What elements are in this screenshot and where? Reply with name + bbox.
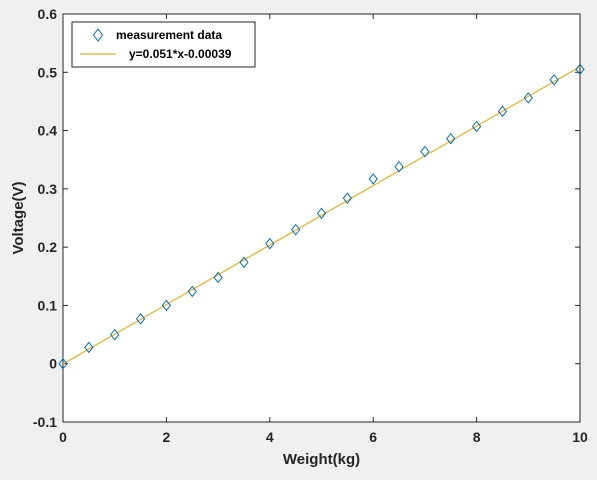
axis-ticks xyxy=(62,13,581,423)
y-tick-label: -0.1 xyxy=(33,414,57,430)
y-tick-label: 0.4 xyxy=(38,123,58,139)
data-point xyxy=(368,173,378,185)
y-tick-label: 0.6 xyxy=(38,6,58,22)
data-point xyxy=(239,256,249,269)
x-tick-label: 10 xyxy=(572,429,588,445)
y-tick-label: 0.3 xyxy=(38,181,58,197)
data-point xyxy=(135,313,146,325)
x-axis-label: Weight(kg) xyxy=(283,451,360,468)
data-point xyxy=(316,207,327,220)
y-axis-label: Voltage(V) xyxy=(10,181,27,254)
series-layer xyxy=(58,63,585,370)
legend-label-measurement: measurement data xyxy=(116,28,222,42)
data-point xyxy=(291,223,301,236)
axis-tick-labels: 0 2 4 6 8 10-0.100.10.20.30.40.50.6 xyxy=(33,6,588,445)
x-tick-label: 6 xyxy=(369,429,377,445)
legend[interactable]: measurement data y=0.051*x-0.00039 xyxy=(71,21,256,68)
data-point xyxy=(161,299,172,312)
legend-diamond-marker xyxy=(92,28,104,42)
data-point xyxy=(342,192,352,204)
data-point xyxy=(58,357,68,370)
fit-line xyxy=(62,66,581,365)
data-point xyxy=(549,74,559,86)
legend-box xyxy=(71,21,256,68)
data-point xyxy=(575,63,585,76)
data-point xyxy=(420,145,430,158)
legend-label-fit: y=0.051*x-0.00039 xyxy=(129,47,232,61)
y-tick-label: 0.2 xyxy=(38,239,58,255)
data-point xyxy=(471,120,482,133)
data-point xyxy=(394,160,404,173)
x-tick-label: 2 xyxy=(163,429,171,445)
x-tick-label: 0 xyxy=(59,429,67,445)
y-tick-label: 0.1 xyxy=(38,297,58,313)
data-point xyxy=(110,328,120,341)
data-point xyxy=(84,341,94,354)
data-point xyxy=(187,285,197,298)
x-tick-label: 8 xyxy=(473,429,481,445)
x-tick-label: 4 xyxy=(266,429,274,445)
y-tick-label: 0 xyxy=(49,356,57,372)
data-point xyxy=(213,271,223,284)
data-point xyxy=(265,237,275,250)
data-point xyxy=(523,92,533,104)
data-point xyxy=(446,132,456,145)
data-point xyxy=(497,105,508,118)
y-tick-label: 0.5 xyxy=(38,64,58,80)
